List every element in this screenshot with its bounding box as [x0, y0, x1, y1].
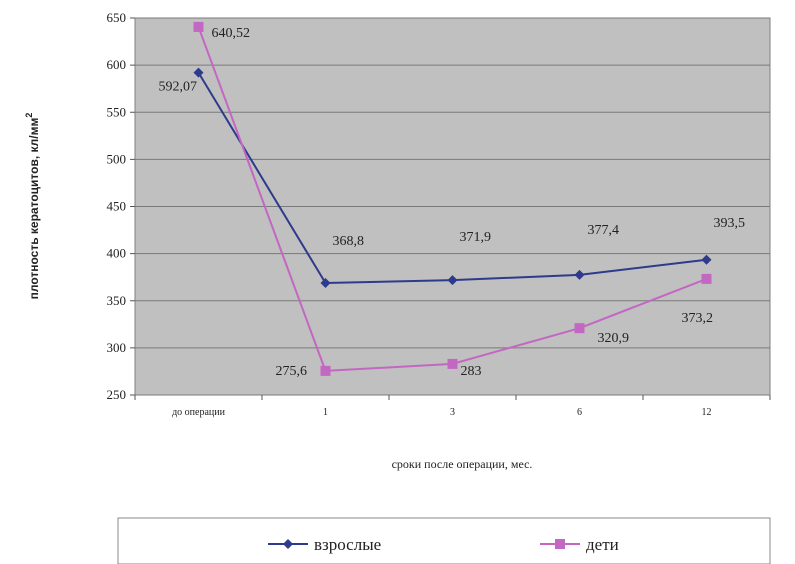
series-1-point-4	[701, 273, 712, 284]
y-tick-label-600: 600	[107, 57, 127, 72]
series-0-point-3	[574, 269, 585, 280]
x-tick-label-1: 1	[323, 407, 328, 418]
legend-label-0: взрослые	[314, 535, 381, 554]
legend-items: взрослые дети	[268, 535, 619, 554]
series-1-point-3	[574, 323, 585, 334]
series-0-point-0	[193, 67, 204, 78]
legend-marker-1	[555, 539, 565, 549]
y-axis-label: плотность кератоцитов, кл/мм2	[24, 113, 41, 300]
x-tick-label-0: до операции	[172, 407, 226, 418]
data-labels-layer: 592,07 368,8 371,9 377,4 393,5 640,52 275,6 283…	[159, 26, 746, 379]
x-axis-label: сроки после операции, мес.	[392, 457, 533, 471]
legend-box	[117, 517, 771, 564]
y-axis-ticks: 250 300 350 400 450 500 550 600 650	[107, 10, 135, 402]
legend-label-1: дети	[586, 535, 619, 554]
legend: взрослые дети	[117, 517, 771, 564]
x-tick-label-2: 3	[450, 407, 455, 418]
series-layer	[193, 21, 712, 376]
y-tick-label-550: 550	[107, 104, 127, 119]
x-axis-ticks: до операции 1 3 6 12	[134, 395, 771, 418]
x-tick-label-3: 6	[577, 407, 582, 418]
y-tick-label-500: 500	[107, 151, 127, 166]
series-0-label-1: 368,8	[333, 234, 365, 249]
series-1-label-3: 320,9	[598, 331, 630, 346]
series-0-point-4	[701, 254, 712, 265]
y-tick-label-650: 650	[107, 10, 127, 25]
series-0-point-2	[447, 275, 458, 286]
series-0-point-1	[320, 278, 331, 289]
y-axis-label-text: плотность кератоцитов, кл/мм	[27, 118, 41, 300]
series-1-label-4: 373,2	[682, 311, 714, 326]
series-1-label-0: 640,52	[212, 26, 251, 41]
series-0-label-2: 371,9	[460, 230, 492, 245]
series-1-point-2	[447, 358, 458, 369]
series-1-label-2: 283	[461, 364, 482, 379]
series-1-point-1	[320, 365, 331, 376]
grid-lines	[135, 17, 770, 396]
y-axis-label-superscript: 2	[24, 113, 34, 118]
x-tick-label-4: 12	[702, 407, 712, 418]
legend-marker-0	[283, 539, 293, 549]
series-0-label-3: 377,4	[588, 223, 620, 238]
series-0-label-4: 393,5	[714, 216, 746, 231]
y-tick-label-450: 450	[107, 199, 127, 214]
y-tick-label-350: 350	[107, 293, 127, 308]
y-tick-label-250: 250	[107, 387, 127, 402]
y-tick-label-400: 400	[107, 246, 127, 261]
y-tick-label-300: 300	[107, 340, 127, 355]
series-1-label-1: 275,6	[276, 364, 308, 379]
series-1-point-0	[193, 21, 204, 32]
series-0-label-0: 592,07	[159, 80, 198, 95]
